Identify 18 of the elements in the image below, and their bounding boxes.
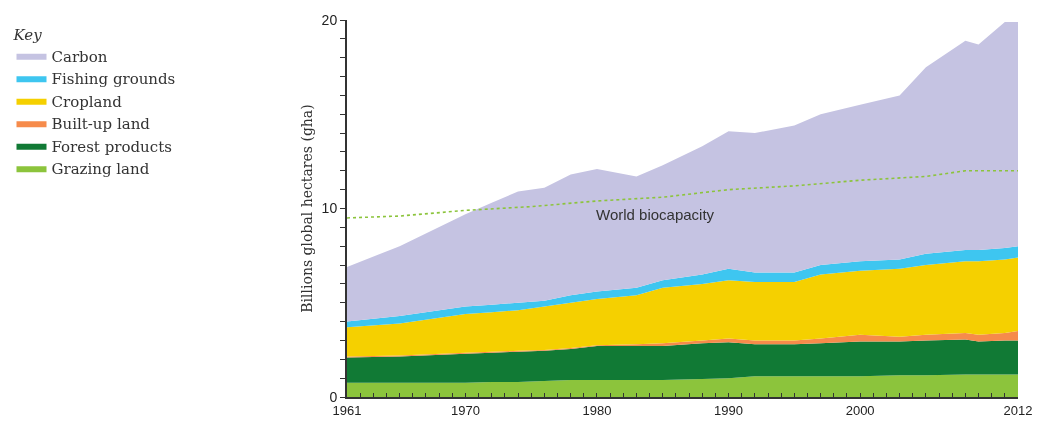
annotation: World biocapacity [596, 206, 715, 223]
x-tick-label: 1990 [714, 402, 744, 418]
legend-label: Carbon [51, 47, 108, 66]
y-tick-label: 10 [321, 200, 338, 217]
x-tick-label: 2000 [845, 402, 875, 418]
y-tick-label: 20 [321, 11, 338, 28]
legend-label: Cropland [51, 92, 123, 111]
legend-title: Key [12, 25, 43, 44]
y-tick-label: 0 [329, 388, 338, 405]
legend-label: Built-up land [51, 115, 151, 134]
x-tick-label: 1980 [582, 402, 612, 418]
y-axis-title: Billions global hectares (gha) [298, 104, 315, 313]
legend-label: Forest products [51, 137, 172, 156]
x-tick-label: 2012 [1003, 402, 1033, 418]
legend-label: Fishing grounds [51, 70, 176, 89]
legend-label: Grazing land [51, 160, 150, 179]
x-tick-label: 1961 [332, 402, 362, 418]
x-tick-label: 1970 [450, 402, 480, 418]
